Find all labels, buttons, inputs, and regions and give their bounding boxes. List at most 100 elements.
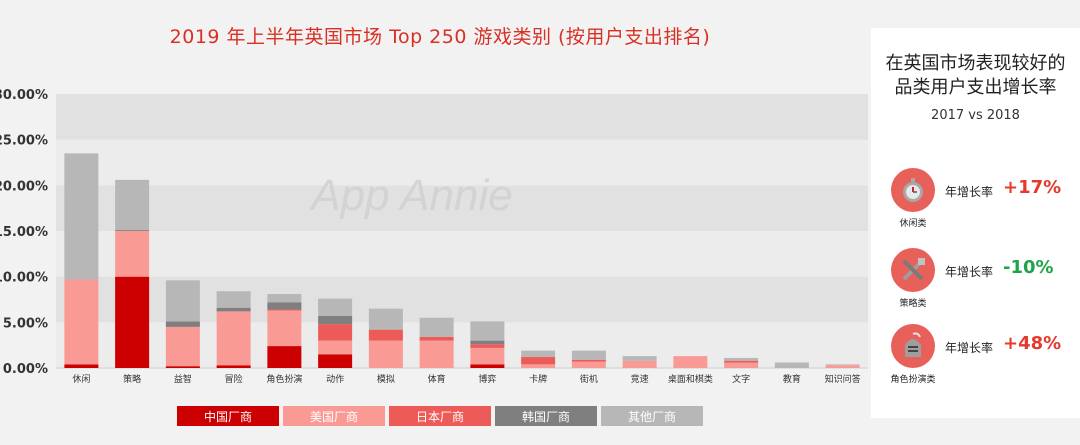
bar-segment xyxy=(165,321,200,327)
x-tick-label: 策略 xyxy=(123,373,141,385)
bar-segment xyxy=(165,280,200,322)
legend-item-korea: 韩国厂商 xyxy=(495,406,597,426)
bar-segment xyxy=(470,347,505,365)
bar-segment xyxy=(216,291,251,308)
growth-item-label: 年增长率 xyxy=(945,265,994,279)
growth-item-value: +17% xyxy=(1003,177,1062,198)
bar-segment xyxy=(115,230,150,231)
bar-segment xyxy=(521,350,556,358)
swords-icon xyxy=(891,248,935,292)
bar-segment xyxy=(571,359,606,362)
y-tick-label: 25.00% xyxy=(0,134,48,149)
bar-segment xyxy=(622,360,657,368)
legend-item-japan: 日本厂商 xyxy=(389,406,491,426)
bar-segment xyxy=(165,326,200,367)
bar-segment xyxy=(724,360,759,363)
bar-segment xyxy=(165,366,200,368)
bar-segment xyxy=(64,153,99,280)
bar-segment xyxy=(419,336,454,341)
bar-segment xyxy=(216,365,251,368)
bar-segment xyxy=(419,317,454,337)
bar-segment xyxy=(267,302,302,310)
x-tick-label: 动作 xyxy=(326,373,344,385)
bar-segment xyxy=(64,279,99,365)
bar-segment xyxy=(115,179,150,231)
bar-segment xyxy=(318,315,353,325)
panel-title-line2: 品类用户支出增长率 xyxy=(894,77,1057,98)
bar-segment xyxy=(571,361,606,368)
x-tick-label: 街机 xyxy=(580,373,598,385)
growth-item-category: 休闲类 xyxy=(899,219,927,229)
x-tick-label: 桌面和棋类 xyxy=(668,373,713,385)
bars xyxy=(64,153,860,368)
chart-title: 2019 年上半年英国市场 Top 250 游戏类别 (按用户支出排名) xyxy=(169,26,711,48)
bar-segment xyxy=(216,311,251,366)
growth-item-category: 策略类 xyxy=(899,299,927,309)
legend-item-us: 美国厂商 xyxy=(283,406,385,426)
bar-segment xyxy=(724,357,759,361)
bar-segment xyxy=(470,340,505,345)
bar-segment xyxy=(318,324,353,341)
legend: 中国厂商 美国厂商 日本厂商 韩国厂商 其他厂商 xyxy=(0,406,880,426)
y-tick-label: 10.00% xyxy=(0,271,48,286)
bar-segment xyxy=(318,298,353,316)
panel-subtitle: 2017 vs 2018 xyxy=(931,108,1020,123)
growth-item-label: 年增长率 xyxy=(945,341,994,355)
bar-segment xyxy=(368,340,403,368)
panel-title-line1: 在英国市场表现较好的 xyxy=(885,53,1066,74)
stacked-bar-chart: App Annie 0.00% 5.00% 10.00% 15.00% 20.00% 25… xyxy=(0,88,868,385)
legend-item-china: 中国厂商 xyxy=(177,406,279,426)
watermark: App Annie xyxy=(308,171,512,220)
bar-segment xyxy=(825,364,860,366)
growth-item-value: +48% xyxy=(1003,333,1062,354)
growth-item-rpg: 角色扮演类 年增长率 +48% xyxy=(871,324,1080,394)
y-tick-label: 0.00% xyxy=(3,362,48,377)
x-axis-ticks: 休闲 策略 益智 冒险 角色扮演 动作 模拟 体育 博弈 卡牌 街机 竞速 桌面和棋类 文字 教育 知识问答 xyxy=(72,373,860,385)
bar-segment xyxy=(64,364,99,368)
bar-segment xyxy=(521,364,556,368)
panel-title: 在英国市场表现较好的 品类用户支出增长率 xyxy=(871,52,1080,100)
y-tick-label: 30.00% xyxy=(0,88,48,103)
x-tick-label: 博弈 xyxy=(478,373,496,385)
x-tick-label: 竞速 xyxy=(631,373,649,385)
stopwatch-icon xyxy=(891,168,935,212)
x-tick-label: 卡牌 xyxy=(529,373,547,385)
plot-band xyxy=(56,139,868,186)
bar-segment xyxy=(267,346,302,368)
bar-segment xyxy=(571,350,606,360)
y-tick-label: 5.00% xyxy=(3,316,48,331)
bar-segment xyxy=(216,307,251,312)
x-tick-label: 休闲 xyxy=(72,373,90,385)
growth-item-category: 角色扮演类 xyxy=(890,375,936,385)
growth-item-strategy: 策略类 年增长率 -10% xyxy=(871,248,1080,318)
x-tick-label: 模拟 xyxy=(377,373,395,385)
y-tick-label: 20.00% xyxy=(0,179,48,194)
legend-item-other: 其他厂商 xyxy=(601,406,703,426)
bar-segment xyxy=(267,310,302,347)
bar-segment xyxy=(774,362,809,368)
y-axis-ticks: 0.00% 5.00% 10.00% 15.00% 20.00% 25.00% 30.00% xyxy=(0,88,48,377)
x-tick-label: 知识问答 xyxy=(825,373,861,385)
knight-helmet-icon xyxy=(891,324,935,368)
x-tick-label: 文字 xyxy=(732,373,750,385)
bar-segment xyxy=(622,356,657,361)
bar-segment xyxy=(318,354,353,368)
bar-segment xyxy=(419,340,454,368)
plot-band xyxy=(56,94,868,140)
bar-segment xyxy=(267,294,302,303)
bar-segment xyxy=(267,309,302,311)
plot-band xyxy=(56,185,868,231)
x-tick-label: 冒险 xyxy=(225,373,243,385)
x-tick-label: 角色扮演 xyxy=(266,373,302,385)
bar-segment xyxy=(521,357,556,365)
bar-segment xyxy=(470,344,505,348)
x-tick-label: 教育 xyxy=(783,373,801,385)
growth-item-casual: 休闲类 年增长率 +17% xyxy=(871,168,1080,238)
bar-segment xyxy=(318,340,353,355)
bar-segment xyxy=(115,276,150,368)
growth-panel: 在英国市场表现较好的 品类用户支出增长率 2017 vs 2018 休闲类 年增… xyxy=(871,28,1080,418)
bar-segment xyxy=(115,231,150,277)
x-tick-label: 体育 xyxy=(428,373,446,385)
y-tick-label: 15.00% xyxy=(0,225,48,240)
bar-segment xyxy=(825,365,860,368)
